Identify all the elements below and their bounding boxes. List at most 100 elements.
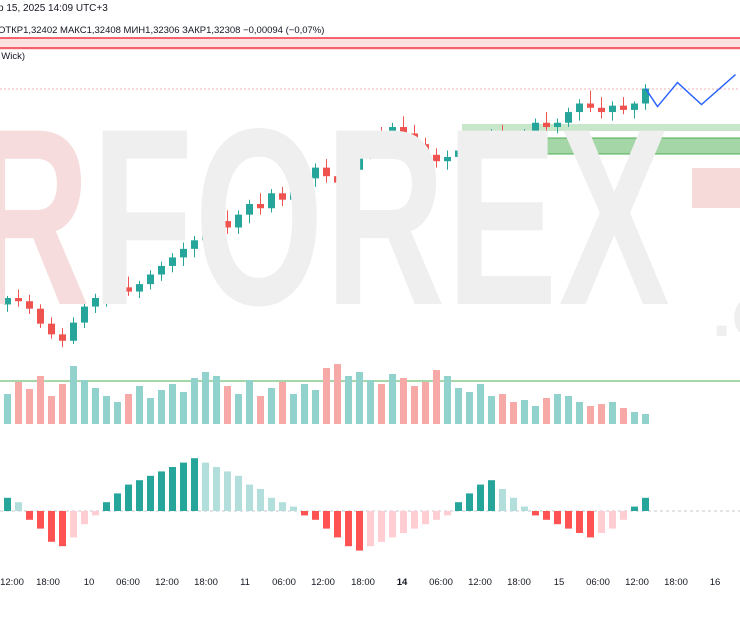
candle xyxy=(356,146,363,177)
candle-body xyxy=(587,103,594,108)
histogram-bar xyxy=(213,467,220,511)
candle xyxy=(323,159,330,183)
support-zone-upper xyxy=(462,124,740,131)
volume-bar xyxy=(301,384,308,424)
candle-body xyxy=(4,298,11,305)
volume-layer xyxy=(4,364,649,424)
candle xyxy=(400,116,407,140)
histogram-bar xyxy=(411,511,418,529)
watermark-arrow-icon xyxy=(692,168,740,208)
candle xyxy=(477,131,484,151)
histogram-bar xyxy=(532,511,539,516)
candle xyxy=(246,199,253,224)
volume-bar xyxy=(565,396,572,424)
candle-body xyxy=(345,169,352,183)
candle xyxy=(620,97,627,115)
volume-bar xyxy=(125,394,132,424)
candle-body xyxy=(92,298,99,307)
candle xyxy=(565,107,572,128)
volume-bar xyxy=(422,382,429,424)
candle-body xyxy=(136,284,143,292)
candle-body xyxy=(576,103,583,113)
levels-layer xyxy=(0,37,740,512)
watermark-text: RFOREX xyxy=(0,77,671,358)
histogram-bar xyxy=(81,511,88,525)
candle xyxy=(444,150,451,170)
histogram-bar xyxy=(576,511,583,533)
candle xyxy=(147,270,154,290)
candle xyxy=(334,165,341,190)
candle xyxy=(26,294,33,315)
candle xyxy=(543,112,550,132)
candle-body xyxy=(411,133,418,145)
candle-body xyxy=(620,105,627,110)
volume-bar xyxy=(48,396,55,424)
candle-body xyxy=(499,133,506,138)
histogram-bar xyxy=(70,511,77,538)
volume-bar xyxy=(180,392,187,424)
volume-bar xyxy=(631,412,638,424)
candle-body xyxy=(455,150,462,157)
histogram-bar xyxy=(598,511,605,533)
candle-body xyxy=(400,127,407,134)
candle xyxy=(301,171,308,198)
candle xyxy=(587,90,594,113)
watermark-suffix: .c xyxy=(712,273,740,351)
volume-bar xyxy=(598,404,605,424)
histogram-bar xyxy=(609,511,616,529)
candle-body xyxy=(48,323,55,335)
candle xyxy=(609,101,616,121)
histogram-bar xyxy=(422,511,429,525)
volume-bar xyxy=(312,390,319,424)
candle xyxy=(180,242,187,266)
candle-body xyxy=(191,240,198,249)
x-tick-label: 15 xyxy=(553,577,565,588)
candle-body xyxy=(378,137,385,145)
volume-bar xyxy=(136,386,143,424)
candle-body xyxy=(59,334,66,341)
histogram-bar xyxy=(345,511,352,547)
volume-bar xyxy=(323,368,330,424)
volume-bar xyxy=(356,372,363,424)
candle xyxy=(499,124,506,142)
candle-body xyxy=(521,133,528,142)
candle-body xyxy=(103,293,110,299)
volume-bar xyxy=(92,388,99,424)
candle-body xyxy=(367,137,374,151)
histogram-bar xyxy=(180,462,187,511)
candle xyxy=(455,144,462,164)
volume-bar xyxy=(378,384,385,424)
candle-body xyxy=(642,88,649,104)
x-tick-label: 18:00 xyxy=(664,577,688,588)
histogram-bar xyxy=(455,502,462,511)
candle xyxy=(631,101,638,119)
volume-bar xyxy=(246,380,253,424)
volume-bar xyxy=(576,402,583,424)
candle xyxy=(59,327,66,348)
candle-body xyxy=(213,221,220,230)
candle-body xyxy=(70,322,77,341)
candle-body xyxy=(477,137,484,142)
histogram-bar xyxy=(202,462,209,511)
candle xyxy=(37,304,44,328)
candle xyxy=(488,129,495,147)
candle-body xyxy=(37,308,44,324)
x-tick-label: 06:00 xyxy=(429,577,453,588)
x-tick-label: 06:00 xyxy=(116,577,140,588)
support-zone-lower xyxy=(462,138,740,154)
histogram-bar xyxy=(48,511,55,542)
histogram-bar xyxy=(620,511,627,520)
candle xyxy=(257,193,264,215)
candle-body xyxy=(114,287,121,294)
candle-body xyxy=(466,141,473,151)
histogram-bar xyxy=(158,471,165,511)
histogram-bar xyxy=(37,511,44,529)
volume-bar xyxy=(191,378,198,424)
forecast-line xyxy=(644,74,736,108)
ohlc-values: ОТКР1,32402 МАКС1,32408 МИН1,32306 ЗАКР1… xyxy=(0,25,241,36)
histogram-bar xyxy=(356,511,363,551)
volume-bar xyxy=(59,384,66,424)
volume-bar xyxy=(147,398,154,424)
volume-bar xyxy=(268,388,275,424)
